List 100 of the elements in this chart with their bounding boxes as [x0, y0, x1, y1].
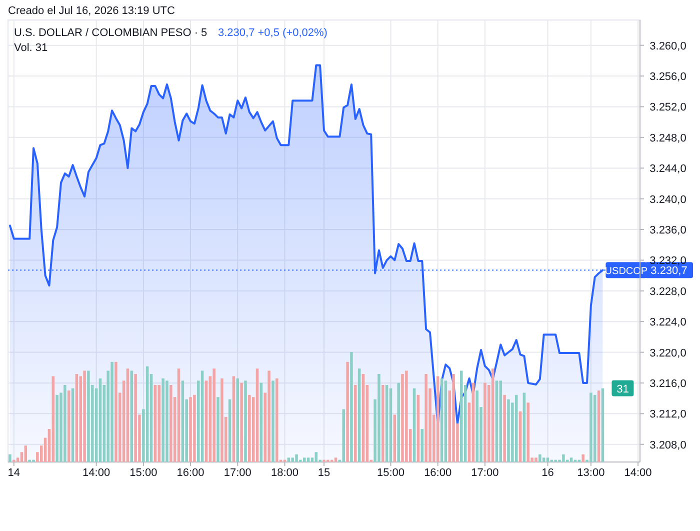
bar — [346, 362, 349, 462]
bar — [546, 458, 550, 462]
bar — [334, 458, 338, 462]
text: U.S. DOLLAR / COLOMBIAN PESO · 5 — [14, 27, 208, 39]
bar — [416, 394, 420, 462]
bar — [130, 370, 134, 462]
x-tick-label: 16:00 — [176, 467, 204, 479]
bar — [597, 390, 600, 462]
bar — [440, 378, 444, 462]
bar — [52, 376, 55, 462]
bar — [134, 374, 137, 462]
bar — [436, 376, 440, 462]
bar — [158, 385, 161, 462]
bar — [412, 388, 416, 462]
x-tick-label: 14:00 — [82, 467, 110, 479]
bar — [146, 366, 149, 462]
bar — [276, 378, 278, 462]
bar — [287, 458, 290, 462]
bar — [200, 370, 204, 462]
bar — [514, 394, 518, 462]
bar — [518, 411, 522, 462]
x-tick-label: 17:00 — [224, 467, 252, 479]
bar — [83, 370, 86, 462]
bar — [193, 394, 196, 462]
bar — [126, 368, 130, 462]
bar — [358, 368, 361, 462]
bar — [87, 370, 90, 462]
bar — [362, 374, 365, 462]
bar — [590, 392, 592, 462]
bar — [260, 382, 263, 462]
bar — [212, 368, 216, 462]
bar — [216, 397, 220, 462]
bar — [382, 385, 384, 462]
bar — [154, 385, 157, 462]
bar — [393, 414, 396, 462]
bar — [291, 458, 294, 462]
y-tick-label: 3.240,0 — [650, 194, 686, 206]
bar — [389, 388, 392, 462]
bar — [98, 378, 102, 462]
y-tick-label: 3.244,0 — [650, 163, 686, 176]
x-tick-label: 15:00 — [130, 467, 158, 479]
bar — [303, 458, 306, 462]
ref-line-label: 3.230,7 — [650, 265, 688, 278]
x-tick-label: 13:00 — [577, 467, 605, 479]
y-tick-label: 3.260,0 — [650, 40, 686, 52]
bar — [350, 352, 353, 462]
bar — [542, 458, 546, 462]
bar — [507, 399, 510, 462]
bar — [385, 385, 388, 462]
x-tick-label: 17:00 — [471, 467, 499, 479]
bar — [534, 458, 538, 462]
y-tick-label: 3.212,0 — [650, 408, 686, 421]
y-tick-label: 3.224,0 — [650, 316, 686, 329]
bar — [236, 378, 240, 462]
bar — [476, 390, 478, 462]
bar — [314, 452, 318, 462]
bar — [378, 374, 380, 462]
bar — [228, 399, 232, 462]
bar — [220, 378, 224, 462]
bar — [268, 370, 270, 462]
bar — [67, 390, 70, 462]
bar — [424, 374, 428, 462]
bar — [248, 394, 251, 462]
bar — [397, 382, 400, 462]
bar — [405, 370, 408, 462]
bar — [484, 382, 486, 462]
bar — [71, 388, 74, 462]
y-tick-label: 3.252,0 — [650, 102, 686, 114]
text: Creado el Jul 16, 2026 13:19 UTC — [8, 5, 175, 17]
y-tick-label: 3.236,0 — [650, 224, 686, 236]
bar — [601, 388, 604, 462]
bar — [491, 368, 494, 462]
bar — [56, 394, 58, 462]
bar — [306, 458, 310, 462]
bar — [499, 380, 502, 462]
bar — [232, 376, 236, 462]
y-tick-label: 3.256,0 — [650, 71, 686, 84]
bar — [420, 429, 424, 462]
bar — [503, 394, 506, 462]
bar — [181, 380, 184, 462]
x-tick-label: 14:00 — [624, 467, 652, 479]
bar — [8, 454, 12, 462]
bar — [177, 368, 180, 462]
bar — [114, 362, 118, 462]
bar — [570, 458, 573, 462]
x-tick-label: 15:00 — [376, 467, 404, 479]
bar — [244, 380, 247, 462]
x-tick-label: 14 — [8, 467, 20, 479]
bar — [562, 454, 565, 462]
bar — [401, 374, 404, 462]
bar — [295, 454, 298, 462]
bar — [75, 374, 78, 462]
bar — [272, 380, 274, 462]
bar — [582, 454, 584, 462]
bar — [189, 397, 192, 462]
bar — [240, 382, 243, 462]
bar — [162, 378, 164, 462]
bar — [526, 402, 530, 462]
annotation: Vol. 31 — [14, 42, 48, 54]
bar — [110, 362, 114, 462]
